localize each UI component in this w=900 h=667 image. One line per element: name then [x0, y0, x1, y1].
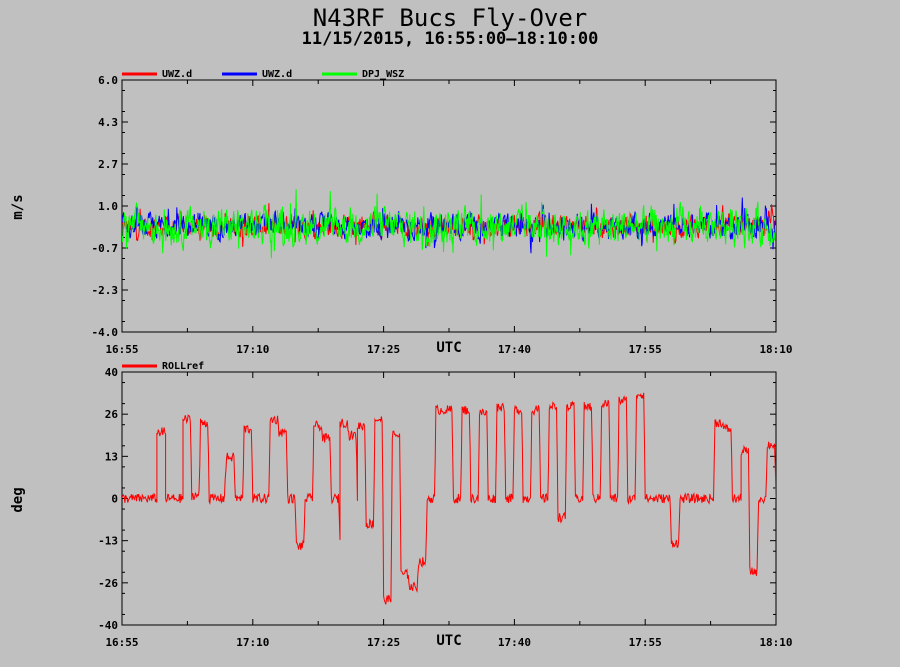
- x-tick-label: 16:55: [105, 343, 138, 356]
- x-tick-label: 17:25: [367, 343, 400, 356]
- y-tick-label: 4.3: [98, 116, 118, 129]
- y-tick-label: 6.0: [98, 74, 118, 87]
- y-tick-label: -13: [98, 535, 118, 548]
- y-tick-label: 13: [105, 450, 118, 463]
- x-tick-label: 16:55: [105, 636, 138, 649]
- y-tick-label: 40: [105, 366, 118, 379]
- y-tick-label: -26: [98, 577, 118, 590]
- y-tick-label: 26: [105, 408, 119, 421]
- x-tick-label: 17:55: [629, 343, 662, 356]
- x-tick-label: 17:55: [629, 636, 662, 649]
- x-tick-label: 17:10: [236, 343, 269, 356]
- x-axis-label: UTC: [436, 633, 461, 649]
- chart-subtitle: 11/15/2015, 16:55:00–18:10:00: [301, 29, 599, 49]
- plot-frame: [121, 79, 777, 333]
- x-tick-label: 18:10: [759, 343, 792, 356]
- y-axis-label: deg: [10, 487, 26, 512]
- legend-label: UWZ.d: [162, 69, 192, 80]
- y-tick-label: 2.7: [98, 158, 118, 171]
- x-tick-label: 17:25: [367, 636, 400, 649]
- legend-label: UWZ.d: [262, 69, 292, 80]
- y-tick-label: -4.0: [92, 326, 119, 339]
- legend-label: DPJ_WSZ: [362, 69, 404, 80]
- x-tick-label: 17:40: [498, 636, 531, 649]
- x-tick-label: 18:10: [759, 636, 792, 649]
- x-tick-label: 17:40: [498, 343, 531, 356]
- y-tick-label: -0.7: [92, 242, 119, 255]
- x-tick-label: 17:10: [236, 636, 269, 649]
- y-axis-label: m/s: [10, 194, 26, 219]
- y-tick-label: -2.3: [92, 284, 119, 297]
- legend-label: ROLLref: [162, 361, 204, 372]
- series-line: [122, 189, 776, 259]
- y-tick-label: 0: [111, 493, 118, 506]
- series-line: [122, 392, 776, 605]
- y-tick-label: -40: [98, 619, 118, 632]
- chart-title: N43RF Bucs Fly-Over: [312, 4, 588, 32]
- y-tick-label: 1.0: [98, 200, 118, 213]
- x-axis-label: UTC: [436, 340, 461, 356]
